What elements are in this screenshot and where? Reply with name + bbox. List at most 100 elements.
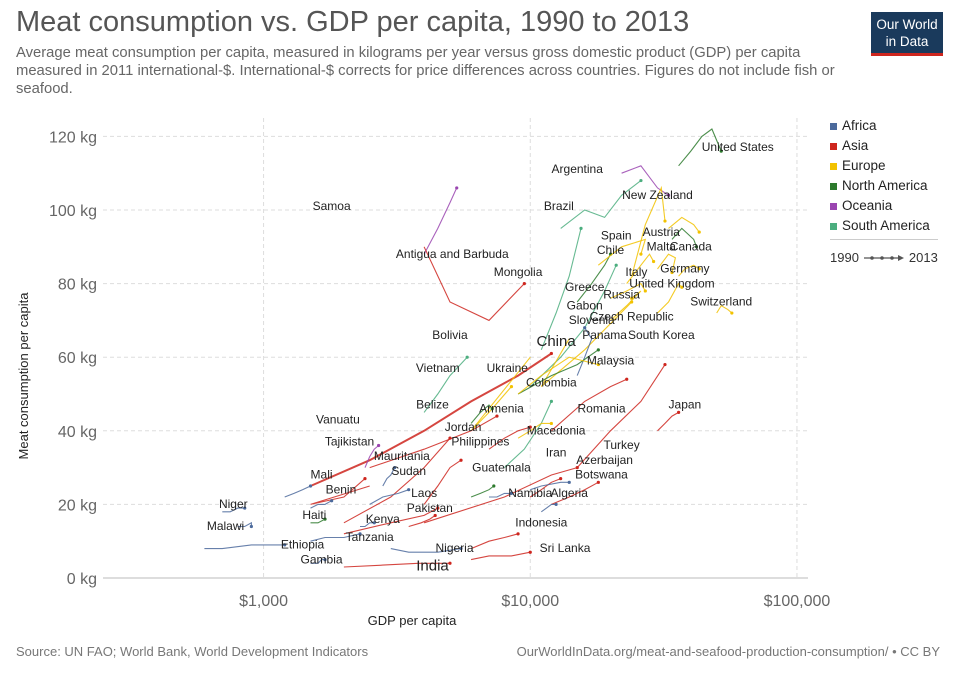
series-mali[interactable] [284,484,313,498]
series-end-point [663,219,667,223]
series-namibia[interactable] [489,491,514,498]
series-sri-lanka[interactable] [470,550,532,561]
country-label: Antigua and Barbuda [396,247,509,261]
series-turkey[interactable] [551,480,600,505]
series-line [237,521,252,528]
series-line [576,253,611,303]
series-india[interactable] [343,561,452,568]
series-china[interactable] [310,351,553,487]
legend-item-south-america[interactable]: South America [830,216,930,236]
series-malta[interactable] [626,253,656,284]
series-malaysia[interactable] [551,377,629,432]
series-italy[interactable] [657,253,677,275]
y-tick-label: 0 kg [67,571,97,588]
series-line [470,404,493,424]
series-mongolia[interactable] [423,246,526,322]
series-line [657,253,677,273]
series-laos[interactable] [343,506,440,535]
series-malawi[interactable] [237,521,253,529]
series-belize[interactable] [470,404,494,424]
legend-item-africa[interactable]: Africa [830,116,930,136]
legend-item-europe[interactable]: Europe [830,156,930,176]
series-benin[interactable] [310,499,334,509]
series-tanzania[interactable] [310,532,362,542]
series-switzerland[interactable] [716,304,734,315]
series-samoa[interactable] [423,186,459,255]
series-iran[interactable] [529,477,563,498]
series-gambia[interactable] [310,558,327,564]
series-armenia[interactable] [369,414,499,469]
country-label: Macedonia [527,423,586,437]
series-end-point [465,355,469,359]
series-spain[interactable] [631,185,667,277]
source-url-link[interactable]: OurWorldInData.org/meat-and-seafood-prod… [516,644,940,659]
series-bolivia[interactable] [423,355,469,413]
series-line [540,503,557,513]
series-panama[interactable] [517,348,600,395]
series-gabon[interactable] [576,326,593,376]
series-united-kingdom[interactable] [657,282,684,314]
series-haiti[interactable] [310,517,327,524]
series-line [470,533,519,550]
country-label: Haiti [302,508,326,522]
country-label: India [416,558,449,575]
x-tick-label: $1,000 [239,593,288,610]
series-nigeria[interactable] [390,546,463,553]
series-russia[interactable] [540,300,634,388]
series-end-point [372,521,376,525]
series-end-point [596,480,600,484]
series-united-states[interactable] [678,128,723,167]
series-line [369,415,498,469]
series-canada[interactable] [671,227,699,249]
series-japan[interactable] [657,410,681,432]
series-indonesia[interactable] [470,532,520,550]
owid-logo[interactable]: Our World in Data [871,12,943,56]
series-end-point [323,558,327,562]
series-jordan[interactable] [488,425,532,450]
series-end-point [639,252,643,256]
series-czech-republic[interactable] [610,282,647,299]
series-line [517,422,552,439]
series-mauritania[interactable] [382,466,397,487]
series-colombia[interactable] [504,399,553,469]
legend-item-oceania[interactable]: Oceania [830,196,930,216]
country-label: Belize [416,398,449,412]
country-label: Germany [660,262,709,276]
series-germany[interactable] [678,264,701,277]
series-austria[interactable] [668,216,701,234]
series-greece[interactable] [610,290,642,321]
series-slovenia[interactable] [597,238,647,266]
series-pakistan[interactable] [408,513,437,528]
series-guatemala[interactable] [470,484,496,498]
series-botswana[interactable] [530,480,571,491]
series-ethiopia[interactable] [204,543,287,550]
series-algeria[interactable] [540,502,558,513]
series-ukraine[interactable] [470,356,531,432]
series-line [284,485,311,498]
series-line [610,282,646,299]
series-line [408,514,436,528]
country-label: Colombia [526,376,577,390]
legend-item-north-america[interactable]: North America [830,176,930,196]
country-label: China [537,333,577,350]
series-end-point [630,300,634,304]
country-label: Bolivia [432,328,468,342]
series-brazil[interactable] [540,226,583,351]
series-vanuatu[interactable] [364,443,381,468]
series-argentina[interactable] [560,178,643,229]
series-romania[interactable] [517,356,600,395]
series-niger[interactable] [222,506,247,513]
series-azerbaijan[interactable] [423,466,579,524]
series-kenya[interactable] [360,521,376,528]
country-label: Jordan [445,420,482,434]
series-philippines[interactable] [423,458,463,505]
series-sudan[interactable] [369,488,411,505]
series-macedonia[interactable] [517,421,553,439]
series-new-zealand[interactable] [621,165,671,197]
legend-swatch [830,122,837,130]
legend-item-asia[interactable]: Asia [830,136,930,156]
series-tajikistan[interactable] [310,477,370,505]
series-south-korea[interactable] [576,362,667,468]
series-end-point [583,326,587,330]
